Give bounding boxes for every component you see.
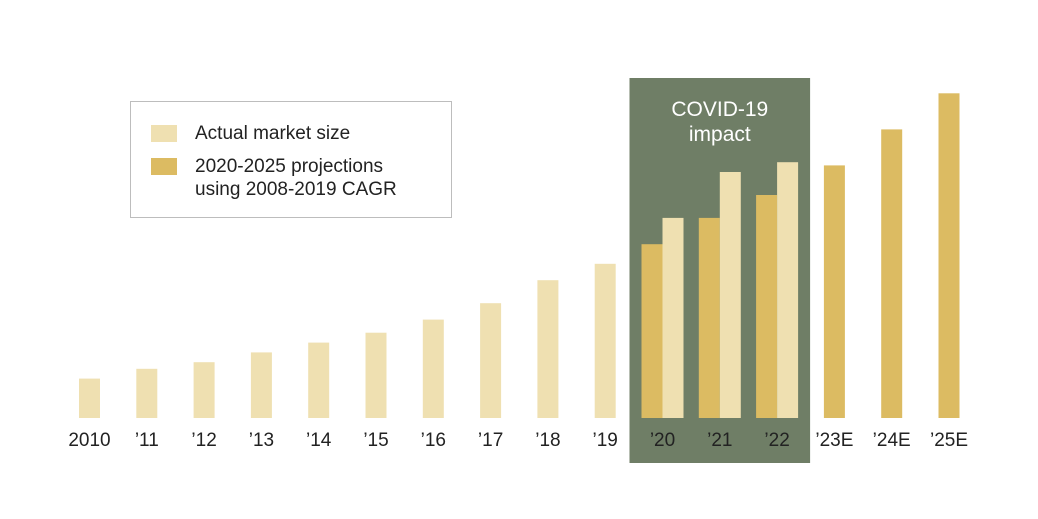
- x-tick-label-12: ’22: [764, 430, 789, 451]
- bar-projection-13: [823, 165, 845, 418]
- x-tick-label-14: ’24E: [873, 430, 911, 451]
- x-axis-tick-labels: 2010 ’11 ’12 ’13 ’14 ’15 ’16 ’17 ’18 ’19 ’20 ’21 ’22…: [68, 430, 968, 451]
- x-tick-label-15: ’25E: [930, 430, 968, 451]
- x-tick-label-4: ’14: [306, 430, 332, 451]
- legend-item-projection: 2020-2025 projections using 2008-2019 CA…: [151, 155, 397, 201]
- bar-actual-10: [662, 217, 684, 418]
- x-tick-label-9: ’19: [593, 430, 618, 451]
- bar-actual-8: [537, 280, 559, 418]
- legend-swatch-projection: [151, 158, 177, 175]
- bar-actual-12: [777, 162, 799, 418]
- x-tick-label-6: ’16: [421, 430, 446, 451]
- legend-swatch-actual: [151, 125, 177, 142]
- bar-projection-12: [756, 195, 778, 418]
- legend: Actual market size 2020-2025 projections…: [130, 101, 452, 218]
- bar-projection-15: [938, 93, 960, 419]
- covid-impact-title: COVID-19: [671, 98, 768, 121]
- bar-actual-1: [136, 368, 158, 418]
- bar-actual-7: [480, 303, 502, 418]
- x-tick-label-7: ’17: [478, 430, 503, 451]
- legend-label-actual: Actual market size: [195, 123, 351, 144]
- bar-actual-9: [594, 263, 616, 418]
- x-tick-label-10: ’20: [650, 430, 675, 451]
- x-tick-label-0: 2010: [68, 430, 110, 451]
- x-tick-label-3: ’13: [249, 430, 274, 451]
- bar-actual-4: [308, 342, 330, 418]
- bar-projection-11: [698, 217, 720, 418]
- x-tick-label-11: ’21: [707, 430, 732, 451]
- bar-actual-5: [365, 332, 387, 418]
- x-tick-label-1: ’11: [135, 430, 159, 451]
- bar-actual-2: [193, 362, 215, 418]
- bar-actual-0: [79, 378, 100, 418]
- bar-actual-6: [422, 319, 444, 418]
- bar-projection-10: [641, 244, 663, 418]
- bar-projection-14: [881, 129, 903, 418]
- bar-actual-3: [250, 352, 272, 418]
- legend-item-actual: Actual market size: [151, 122, 350, 145]
- x-tick-label-8: ’18: [535, 430, 560, 451]
- covid-impact-subtitle: impact: [689, 123, 751, 146]
- bar-actual-11: [719, 172, 741, 418]
- x-tick-label-5: ’15: [363, 430, 388, 451]
- x-tick-label-13: ’23E: [815, 430, 853, 451]
- x-tick-label-2: ’12: [191, 430, 216, 451]
- bars-group: [79, 93, 960, 419]
- legend-label-projection: 2020-2025 projections using 2008-2019 CA…: [195, 156, 397, 200]
